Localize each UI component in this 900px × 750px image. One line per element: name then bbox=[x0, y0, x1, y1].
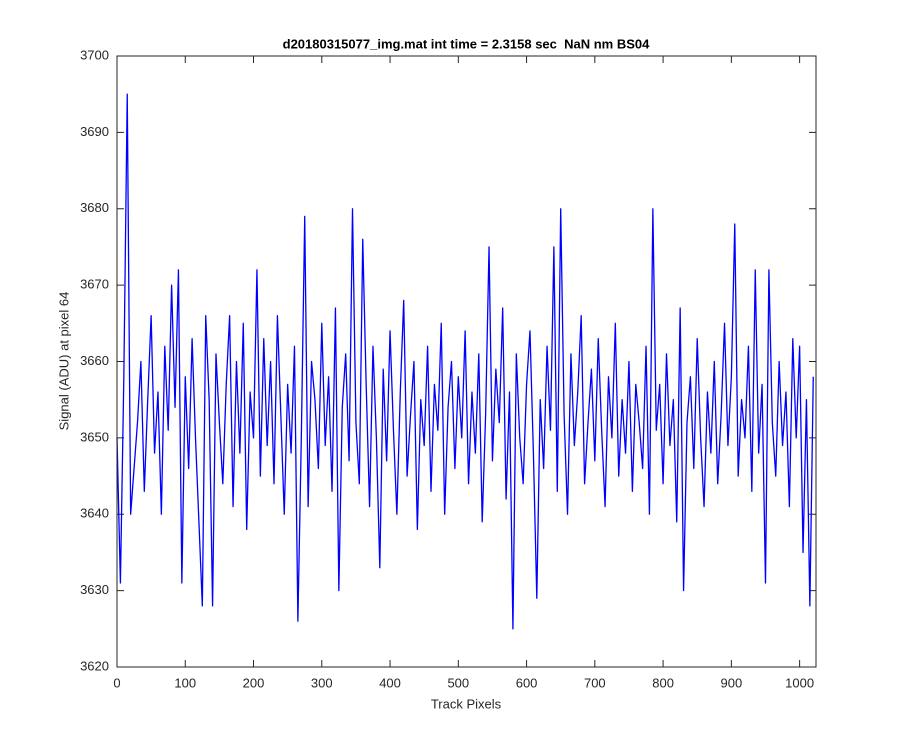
y-axis-label: Signal (ADU) at pixel 64 bbox=[56, 292, 71, 431]
x-tick-label: 500 bbox=[447, 675, 469, 690]
y-tick-label: 3640 bbox=[80, 506, 109, 521]
x-axis-label: Track Pixels bbox=[431, 696, 502, 711]
y-tick-label: 3670 bbox=[80, 277, 109, 292]
y-tick-label: 3680 bbox=[80, 200, 109, 215]
x-tick-label: 100 bbox=[174, 675, 196, 690]
x-tick-label: 0 bbox=[113, 675, 120, 690]
plot-frame bbox=[116, 55, 817, 668]
y-tick-label: 3650 bbox=[80, 429, 109, 444]
x-tick-label: 300 bbox=[311, 675, 333, 690]
x-tick-label: 800 bbox=[652, 675, 674, 690]
x-tick-label: 400 bbox=[379, 675, 401, 690]
y-tick-label: 3690 bbox=[80, 124, 109, 139]
y-tick-label: 3660 bbox=[80, 353, 109, 368]
x-tick-label: 200 bbox=[243, 675, 265, 690]
x-tick-label: 700 bbox=[584, 675, 606, 690]
chart-title: d20180315077_img.mat int time = 2.3158 s… bbox=[283, 36, 650, 51]
data-line bbox=[116, 93, 814, 630]
y-tick-label: 3630 bbox=[80, 582, 109, 597]
x-tick-label: 600 bbox=[516, 675, 538, 690]
x-tick-label: 900 bbox=[721, 675, 743, 690]
y-tick-label: 3620 bbox=[80, 658, 109, 673]
y-tick-label: 3700 bbox=[80, 47, 109, 62]
x-tick-label: 1000 bbox=[785, 675, 814, 690]
